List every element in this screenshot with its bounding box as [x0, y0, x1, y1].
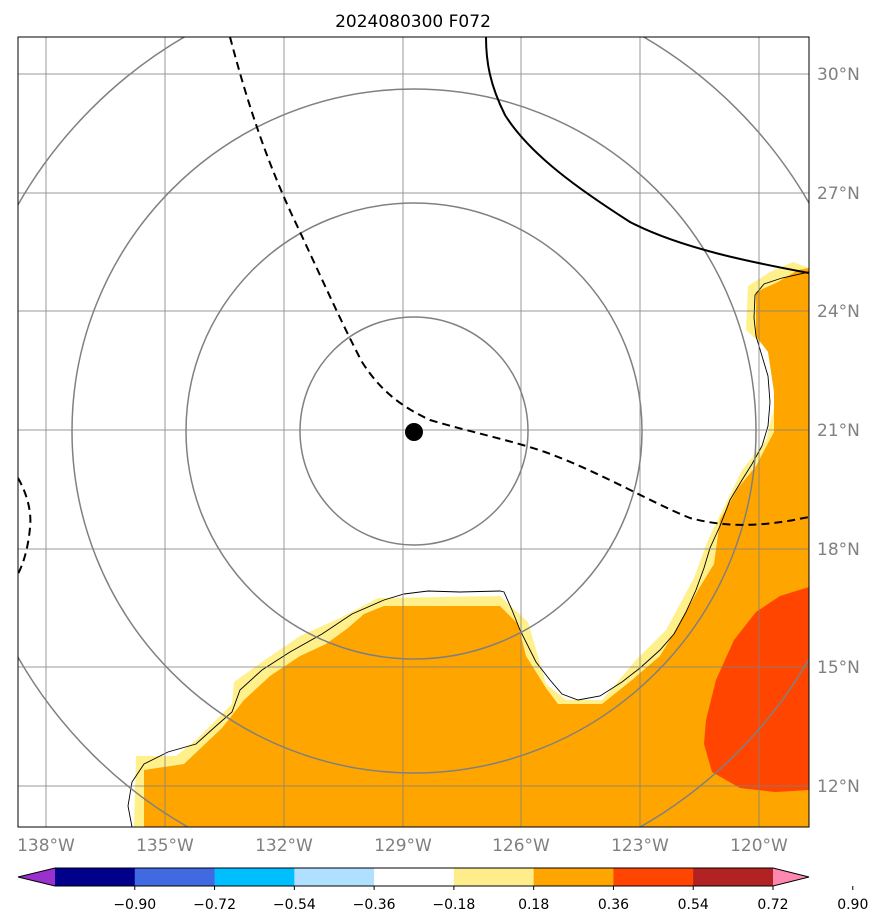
dashed-contour-line-left [18, 477, 32, 575]
colorbar-label: −0.18 [432, 897, 475, 913]
lon-label: 123°W [611, 836, 669, 856]
colorbar-swatch [374, 868, 455, 886]
colorbar-extend-max [773, 868, 809, 886]
latitude-labels: 30°N 27°N 24°N 21°N 18°N 15°N 12°N [817, 65, 860, 797]
dashed-contour-line [229, 37, 809, 526]
lon-label: 138°W [17, 836, 75, 856]
coastline [127, 271, 809, 827]
lon-label: 135°W [136, 836, 194, 856]
colorbar-label: 0.72 [757, 897, 788, 913]
graticule [18, 37, 809, 827]
colorbar-label: 0.18 [518, 897, 549, 913]
lat-label: 24°N [817, 302, 860, 322]
storm-center-marker [405, 423, 423, 441]
colorbar-label: −0.36 [353, 897, 396, 913]
colorbar-label: 0.54 [678, 897, 709, 913]
colorbar-swatch [294, 868, 375, 886]
map-frame [17, 36, 810, 828]
colorbar-swatch [214, 868, 295, 886]
colorbar-label: −0.72 [193, 897, 236, 913]
map-area [18, 37, 809, 827]
colorbar-swatch [55, 868, 136, 886]
map-title: 2024080300 F072 [335, 12, 491, 32]
lon-label: 129°W [374, 836, 432, 856]
lat-label: 30°N [817, 65, 860, 85]
colorbar-label: 0.90 [837, 897, 868, 913]
colorbar-swatch [134, 868, 216, 886]
colorbar-swatch [693, 868, 774, 886]
solid-contour-line [485, 37, 809, 274]
colorbar-label: −0.54 [273, 897, 316, 913]
land-area-high [704, 587, 809, 792]
colorbar-outline [17, 867, 810, 887]
range-rings [18, 37, 809, 827]
lon-label: 126°W [492, 836, 550, 856]
longitude-labels: 138°W 135°W 132°W 129°W 126°W 123°W 120°… [17, 836, 788, 856]
colorbar-label: 0.36 [598, 897, 629, 913]
colorbar-swatch [453, 868, 535, 886]
colorbar: −0.90 −0.72 −0.54 −0.36 −0.18 0.18 0.36 0.54 0.7… [17, 867, 868, 913]
colorbar-label: −0.90 [113, 897, 156, 913]
lon-label: 120°W [730, 836, 788, 856]
colorbar-extend-min [18, 868, 55, 886]
lat-label: 18°N [817, 540, 860, 560]
lat-label: 15°N [817, 658, 860, 678]
lat-label: 12°N [817, 777, 860, 797]
lat-label: 27°N [817, 184, 860, 204]
lat-label: 21°N [817, 421, 860, 441]
colorbar-swatch [613, 868, 694, 886]
colorbar-swatch [533, 868, 614, 886]
lon-label: 132°W [255, 836, 313, 856]
land-area-mid [144, 268, 809, 827]
